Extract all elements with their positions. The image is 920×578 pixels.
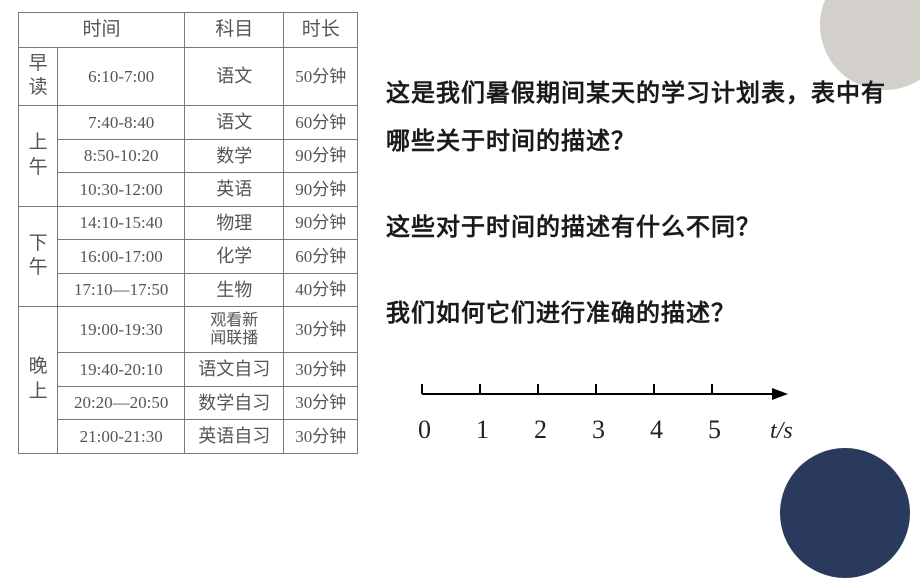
duration-cell: 40分钟	[284, 273, 358, 307]
table-row: 上午7:40-8:40语文60分钟	[19, 106, 358, 140]
table-row: 8:50-10:20数学90分钟	[19, 139, 358, 173]
tick-label: 3	[592, 415, 650, 445]
period-cell: 下午	[19, 206, 58, 307]
subject-cell: 英语	[185, 173, 284, 207]
number-line-svg	[414, 376, 814, 406]
decorative-circle-bottom	[780, 448, 910, 578]
time-cell: 7:40-8:40	[58, 106, 185, 140]
time-cell: 8:50-10:20	[58, 139, 185, 173]
time-cell: 19:00-19:30	[58, 307, 185, 353]
question-2: 这些对于时间的描述有什么不同？	[386, 204, 902, 252]
subject-cell: 语文自习	[185, 353, 284, 387]
time-cell: 19:40-20:10	[58, 353, 185, 387]
subject-cell: 数学	[185, 139, 284, 173]
main-container: 时间 科目 时长 早读6:10-7:00语文50分钟上午7:40-8:40语文6…	[0, 0, 920, 466]
header-time: 时间	[19, 13, 185, 48]
header-subject: 科目	[185, 13, 284, 48]
table-row: 17:10—17:50生物40分钟	[19, 273, 358, 307]
time-cell: 20:20—20:50	[58, 386, 185, 420]
duration-cell: 90分钟	[284, 206, 358, 240]
number-line: 012345t/s	[414, 376, 902, 445]
tick-label: 4	[650, 415, 708, 445]
table-row: 20:20—20:50数学自习30分钟	[19, 386, 358, 420]
duration-cell: 30分钟	[284, 386, 358, 420]
number-line-labels: 012345t/s	[414, 415, 902, 445]
table-row: 16:00-17:00化学60分钟	[19, 240, 358, 274]
duration-cell: 30分钟	[284, 307, 358, 353]
header-duration: 时长	[284, 13, 358, 48]
axis-label: t/s	[770, 418, 793, 445]
table-row: 下午14:10-15:40物理90分钟	[19, 206, 358, 240]
time-cell: 10:30-12:00	[58, 173, 185, 207]
duration-cell: 30分钟	[284, 420, 358, 454]
table-row: 21:00-21:30英语自习30分钟	[19, 420, 358, 454]
tick-label: 2	[534, 415, 592, 445]
question-1: 这是我们暑假期间某天的学习计划表，表中有哪些关于时间的描述？	[386, 70, 902, 166]
duration-cell: 30分钟	[284, 353, 358, 387]
subject-cell: 生物	[185, 273, 284, 307]
duration-cell: 60分钟	[284, 106, 358, 140]
subject-cell: 语文	[185, 47, 284, 105]
duration-cell: 90分钟	[284, 139, 358, 173]
time-cell: 21:00-21:30	[58, 420, 185, 454]
schedule-table: 时间 科目 时长 早读6:10-7:00语文50分钟上午7:40-8:40语文6…	[18, 12, 358, 454]
subject-cell: 英语自习	[185, 420, 284, 454]
table-row: 10:30-12:00英语90分钟	[19, 173, 358, 207]
subject-cell: 数学自习	[185, 386, 284, 420]
tick-label: 0	[418, 415, 476, 445]
time-cell: 14:10-15:40	[58, 206, 185, 240]
schedule-table-wrap: 时间 科目 时长 早读6:10-7:00语文50分钟上午7:40-8:40语文6…	[18, 12, 358, 454]
table-row: 早读6:10-7:00语文50分钟	[19, 47, 358, 105]
subject-cell: 语文	[185, 106, 284, 140]
period-cell: 上午	[19, 106, 58, 207]
subject-cell: 物理	[185, 206, 284, 240]
table-row: 晚上19:00-19:30观看新闻联播30分钟	[19, 307, 358, 353]
tick-label: 1	[476, 415, 534, 445]
questions-panel: 这是我们暑假期间某天的学习计划表，表中有哪些关于时间的描述？ 这些对于时间的描述…	[386, 12, 902, 454]
duration-cell: 60分钟	[284, 240, 358, 274]
schedule-body: 早读6:10-7:00语文50分钟上午7:40-8:40语文60分钟8:50-1…	[19, 47, 358, 453]
duration-cell: 90分钟	[284, 173, 358, 207]
tick-label: 5	[708, 415, 766, 445]
time-cell: 6:10-7:00	[58, 47, 185, 105]
period-cell: 早读	[19, 47, 58, 105]
table-row: 19:40-20:10语文自习30分钟	[19, 353, 358, 387]
subject-cell: 化学	[185, 240, 284, 274]
time-cell: 16:00-17:00	[58, 240, 185, 274]
subject-cell: 观看新闻联播	[185, 307, 284, 353]
question-3: 我们如何它们进行准确的描述？	[386, 290, 902, 338]
period-cell: 晚上	[19, 307, 58, 454]
duration-cell: 50分钟	[284, 47, 358, 105]
time-cell: 17:10—17:50	[58, 273, 185, 307]
